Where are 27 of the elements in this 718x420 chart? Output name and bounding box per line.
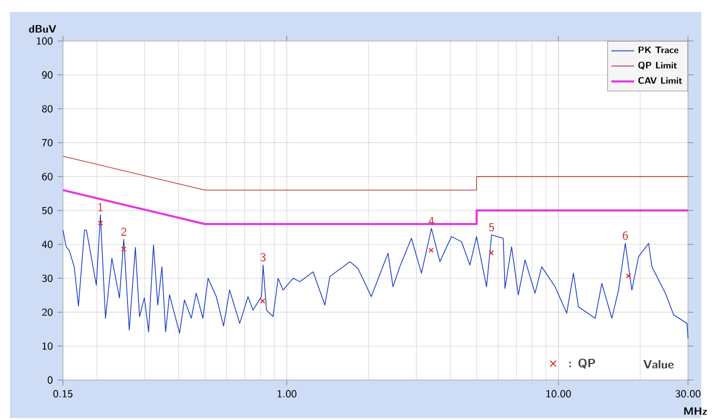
annotation: 3 bbox=[260, 253, 266, 262]
y-tick-label: 30 bbox=[42, 274, 53, 282]
y-tick-label: 80 bbox=[42, 105, 53, 113]
annotation: 2 bbox=[121, 228, 126, 236]
x-tick-label: 30.00 bbox=[676, 390, 700, 398]
x-tick-label: 10.00 bbox=[546, 390, 571, 398]
legend-label: CAV Limit bbox=[638, 77, 682, 84]
y-tick-label: 50 bbox=[42, 206, 53, 214]
y-tick-label: 40 bbox=[42, 240, 53, 248]
y-axis-title: dBuV bbox=[29, 25, 56, 33]
y-tick-label: 90 bbox=[42, 71, 53, 79]
annotation: 6 bbox=[622, 231, 628, 240]
x-axis-title: MHz bbox=[684, 407, 707, 415]
y-tick-label: 0 bbox=[48, 376, 53, 384]
legend-label: : QP bbox=[569, 358, 596, 368]
annotation: Value bbox=[644, 360, 674, 368]
y-tick-label: 10 bbox=[42, 342, 53, 350]
x-tick-label: 1.00 bbox=[278, 390, 296, 398]
annotation: 5 bbox=[488, 223, 494, 232]
annotation: 1 bbox=[98, 203, 103, 212]
legend-label: QP Limit bbox=[638, 62, 677, 70]
y-tick-label: 70 bbox=[42, 138, 53, 146]
y-tick-label: 20 bbox=[42, 308, 53, 316]
y-tick-label: 100 bbox=[36, 37, 53, 45]
x-tick-label: 0.15 bbox=[53, 390, 72, 398]
y-tick-label: 60 bbox=[42, 172, 53, 180]
legend-label: PK Trace bbox=[638, 46, 678, 54]
